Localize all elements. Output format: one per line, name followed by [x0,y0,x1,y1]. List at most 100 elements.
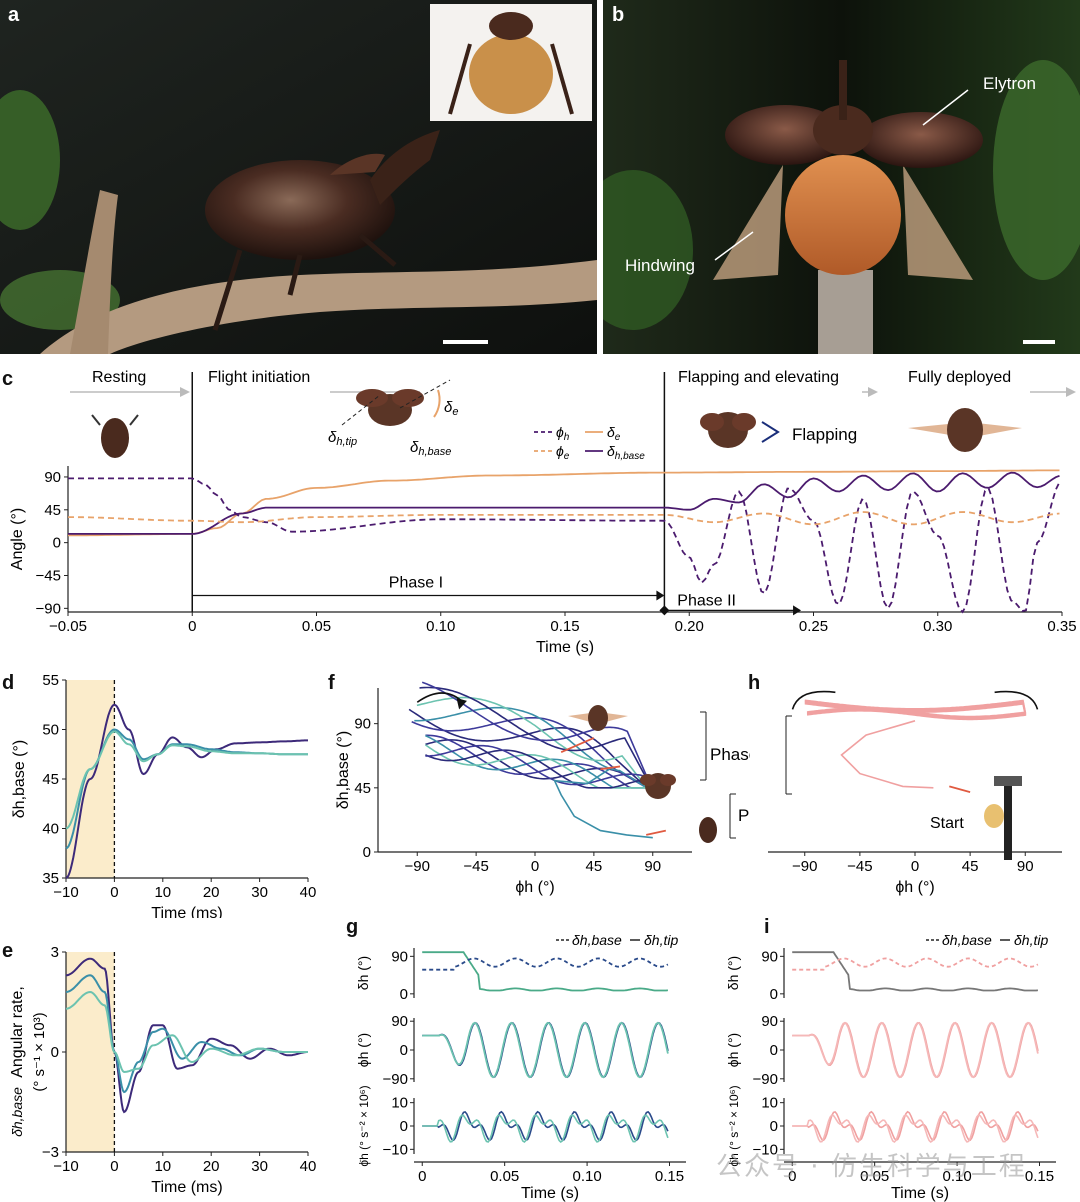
f-pointer-arrow-2 [600,765,621,771]
h-x-tick-label: −45 [847,858,872,875]
legend-delta-e: δe [607,424,621,443]
f-y-tick-label: 90 [354,716,371,733]
beetle-resting-icon [91,414,139,458]
c-x-tick-label: 0 [188,618,196,635]
c-x-tick-label: 0.15 [550,618,579,635]
f-loop-3 [414,706,650,789]
f-loop-4 [416,696,649,789]
plot-e-x-tick-label: −10 [53,1158,78,1175]
plot-g-x-tick-label: 0.15 [655,1168,684,1185]
h-start-trace [840,720,934,789]
c-x-tick-label: 0.30 [923,618,952,635]
panel-label-h: h [748,672,761,694]
chart-d: −10 0 10 20 30 40 55 50 45 40 35 Time (ms) δh,base (… [11,672,317,918]
chart-i: δh,base δh,tip 90 0 δh (°) 90 0 −90 ϕh (°) 10 0 −10… [725,932,1056,1202]
plot-e-x-tick-label: 0 [110,1158,118,1175]
phase1-label-f: Phase I [738,806,750,825]
chart-h: −90 −45 0 45 90 ϕh (°) Start [768,690,1062,896]
plot-d-y-label: δh,base (°) [11,740,28,818]
flapping-label: Flapping [792,425,857,444]
c-phase1-arrowhead [656,590,665,601]
phase2-label-f: Phase II [710,745,750,764]
plot-e-y-tick-label: 3 [51,944,59,961]
legend-phi-h: ϕh [556,424,570,443]
c-phase2-label: Phase II [677,592,736,609]
plot-g-tip-series [422,951,669,992]
plot-g-y-tick-label: 90 [391,948,408,965]
c-series-δe [68,469,1060,537]
elytron-label: Elytron [983,74,1036,93]
plot-i-y-tick-label: −90 [753,1071,778,1088]
f-x-tick-label: 45 [586,858,603,875]
c-y-tick-label: 0 [53,535,61,552]
panel-label-e: e [2,940,14,962]
f-direction-arrowhead [456,697,467,710]
chart-c: Resting Flight initiation Flapping and e… [9,369,1077,656]
beetle-partial-icon-f [640,773,676,799]
plot-d-x-tick-label: −10 [53,884,78,901]
plot-e-highlight [66,952,115,1152]
c-y-tick-label: 45 [44,502,61,519]
c-series-ϕh [68,477,1061,614]
plot-d-x-label: Time (ms) [151,905,222,918]
beetle-deployed-icon [908,408,1022,452]
c-y-label: Angle (°) [9,508,26,570]
plot-i-x-tick-label: 0.05 [860,1168,889,1185]
h-x-tick-label: 0 [911,858,919,875]
plot-d-x-tick-label: 30 [251,884,268,901]
f-x-tick-label: −90 [405,858,430,875]
c-y-tick-label: −45 [36,568,61,585]
plot-d-x-tick-label: 40 [300,884,317,901]
c-x-tick-label: 0.25 [799,618,828,635]
panel-label-b: b [612,4,625,26]
chart-g: δh,base δh,tip 90 0 δh (°) 90 0 −90 ϕh (°) 10 0 −10… [355,932,686,1202]
f-x-label: ϕh (°) [515,879,554,896]
beetle-deployed-icon-f [568,705,628,731]
f-start-trace [553,765,653,839]
f-y-tick-label: 45 [354,780,371,797]
plot-g-phi-series-2 [422,1021,669,1079]
beetle-flapping-icon [700,412,756,448]
plot-i-x-tick-label: 0.10 [942,1168,971,1185]
plot-d-series-3 [65,730,308,830]
plot-i-y-tick-label: 0 [770,986,778,1003]
c-x-tick-label: 0.35 [1047,618,1076,635]
h-x-tick-label: 45 [962,858,979,875]
legend-delta-hbase: δh,base [607,443,645,462]
plot-e-x-tick-label: 40 [300,1158,317,1175]
f-pointer-arrow-1 [560,737,595,753]
plot-i-x-tick-label: 0.15 [1025,1168,1054,1185]
plot-d-y-tick-label: 35 [42,870,59,887]
plot-i-y-label-2: ϕ̈h (° s⁻² × 10⁶) [727,1085,741,1166]
plot-d-x-tick-label: 20 [203,884,220,901]
plot-i-legend-tip: δh,tip [1014,932,1048,948]
plot-i-acc-series-2 [792,1114,1039,1144]
f-loop-5 [419,686,649,789]
plot-g-acc-series-2 [422,1114,669,1144]
label-delta-e: δe [444,399,458,418]
h-x-label: ϕh (°) [895,879,934,896]
f-x-tick-label: 0 [531,858,539,875]
plot-i-y-label-1: ϕh (°) [725,1033,741,1067]
plot-i-base-series [792,957,1039,971]
c-phase1-label: Phase I [389,575,443,592]
e-y-label-2: δ̇h,base [9,1087,25,1137]
label-delta-tip: δh,tip [328,429,357,448]
plot-g-x-tick-label: 0.10 [572,1168,601,1185]
plot-d-y-tick-label: 40 [42,821,59,838]
plot-g-y-tick-label: 90 [391,1013,408,1030]
plot-d-x-tick-label: 0 [110,884,118,901]
c-phase2-arrowhead [793,605,802,616]
c-x-tick-label: −0.05 [49,618,87,635]
stage-flight-initiation: Flight initiation [208,369,310,386]
c-y-tick-label: 90 [44,469,61,486]
panel-label-f: f [328,672,335,694]
start-label: Start [930,815,964,832]
robot-icon [984,776,1022,860]
f-loop-6 [421,681,649,786]
h-x-tick-label: −90 [792,858,817,875]
f-x-tick-label: 90 [644,858,661,875]
label-delta-base: δh,base [410,439,451,458]
panel-label-g: g [346,916,359,938]
